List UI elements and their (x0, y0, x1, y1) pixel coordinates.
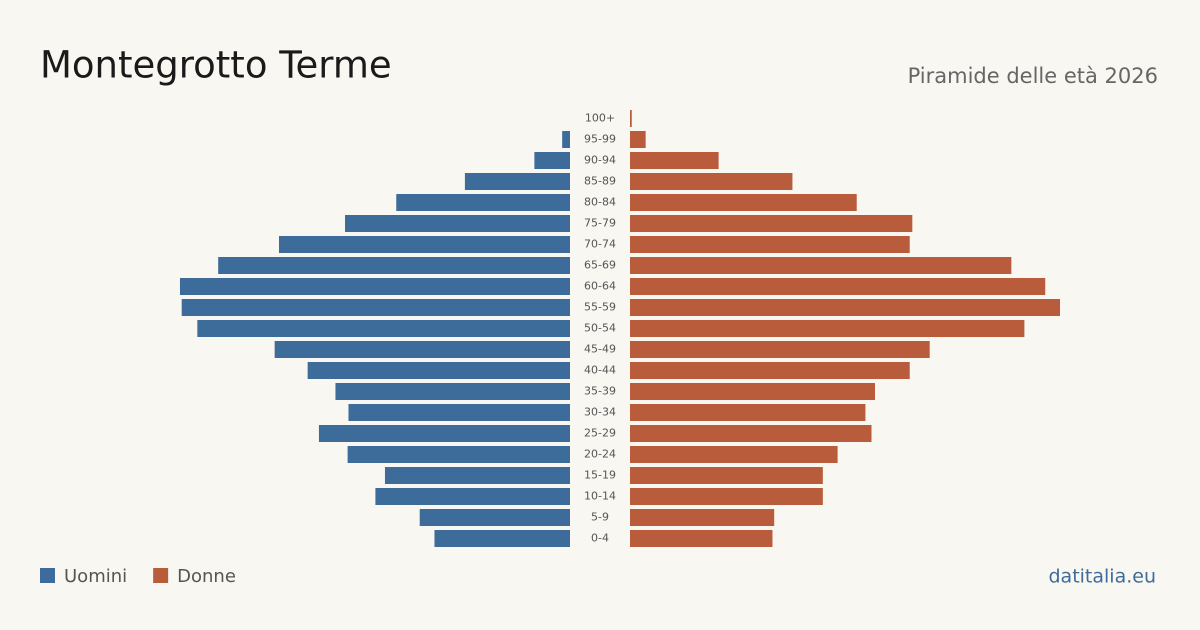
bar (630, 215, 913, 232)
bar (534, 152, 570, 169)
bar (197, 320, 571, 337)
legend-label: Donne (177, 566, 236, 587)
category-label: 85-89 (584, 175, 616, 188)
bar (335, 383, 570, 400)
category-label: 90-94 (584, 154, 616, 167)
bar (630, 425, 872, 442)
category-label: 0-4 (591, 532, 609, 545)
bar (419, 509, 570, 526)
bar (345, 215, 570, 232)
bar (434, 530, 570, 547)
bar (630, 383, 875, 400)
category-label: 5-9 (591, 511, 609, 524)
source: datitalia.eu (1049, 566, 1157, 588)
category-label: 55-59 (584, 301, 616, 314)
legend-swatch (40, 568, 55, 583)
category-label: 25-29 (584, 427, 616, 440)
category-label: 65-69 (584, 259, 616, 272)
bar (630, 488, 823, 505)
bar (630, 173, 793, 190)
legend-swatch (153, 568, 169, 583)
bar (630, 194, 857, 211)
category-label: 45-49 (584, 343, 616, 356)
bar (274, 341, 570, 358)
bar (630, 299, 1060, 316)
chart-subtitle: Piramide delle età 2026 (908, 64, 1158, 88)
bar (630, 509, 775, 526)
category-label: 95-99 (584, 133, 616, 146)
bar (396, 194, 570, 211)
bar (630, 236, 910, 253)
bar (630, 152, 719, 169)
category-label: 10-14 (584, 490, 616, 503)
bar (307, 362, 570, 379)
bar (375, 488, 570, 505)
category-label: 60-64 (584, 280, 616, 293)
category-label: 75-79 (584, 217, 616, 230)
bar (630, 530, 773, 547)
bar (179, 278, 570, 295)
bar (348, 404, 570, 421)
chart-title: Montegrotto Terme (40, 44, 392, 87)
bar (630, 467, 823, 484)
bar (630, 131, 646, 148)
bar (630, 362, 910, 379)
bar (562, 131, 570, 148)
category-label: 70-74 (584, 238, 616, 251)
bar (630, 341, 930, 358)
category-label: 40-44 (584, 364, 616, 377)
bar (347, 446, 570, 463)
bar (630, 278, 1046, 295)
bar (181, 299, 571, 316)
bar (278, 236, 570, 253)
category-label: 80-84 (584, 196, 616, 209)
category-label: 35-39 (584, 385, 616, 398)
bar (630, 257, 1012, 274)
bar (218, 257, 570, 274)
bar (318, 425, 570, 442)
bar (630, 404, 866, 421)
category-label: 20-24 (584, 448, 616, 461)
category-label: 100+ (585, 112, 615, 125)
bar (630, 320, 1025, 337)
bar (630, 110, 632, 127)
bar (630, 446, 838, 463)
category-label: 15-19 (584, 469, 616, 482)
bar (384, 467, 570, 484)
category-label: 50-54 (584, 322, 616, 335)
legend-label: Uomini (64, 566, 127, 587)
bar (464, 173, 570, 190)
category-label: 30-34 (584, 406, 616, 419)
